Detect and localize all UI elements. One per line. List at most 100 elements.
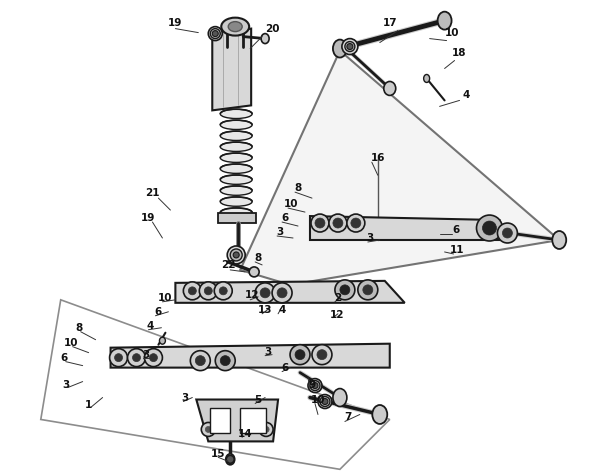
Circle shape xyxy=(204,287,212,295)
Circle shape xyxy=(263,427,269,432)
Text: 10: 10 xyxy=(311,395,325,405)
Circle shape xyxy=(149,354,157,361)
Text: 12: 12 xyxy=(245,290,259,300)
Polygon shape xyxy=(196,399,278,441)
Text: 14: 14 xyxy=(238,429,253,439)
Text: 3: 3 xyxy=(277,227,284,237)
Text: 17: 17 xyxy=(382,18,397,28)
Circle shape xyxy=(190,351,211,370)
Text: 6: 6 xyxy=(282,362,289,372)
Text: 13: 13 xyxy=(258,305,272,315)
Circle shape xyxy=(347,44,353,49)
Circle shape xyxy=(220,356,230,366)
Ellipse shape xyxy=(220,208,252,217)
Ellipse shape xyxy=(220,197,252,206)
Circle shape xyxy=(295,350,305,360)
Ellipse shape xyxy=(220,164,252,173)
Ellipse shape xyxy=(249,267,259,277)
Polygon shape xyxy=(211,408,230,433)
Circle shape xyxy=(290,345,310,365)
Text: 1: 1 xyxy=(85,399,92,409)
Text: 10: 10 xyxy=(444,28,459,38)
Circle shape xyxy=(311,214,329,232)
Ellipse shape xyxy=(424,75,430,83)
Text: 20: 20 xyxy=(265,24,279,34)
Text: 4: 4 xyxy=(278,305,286,315)
Circle shape xyxy=(215,351,235,370)
Circle shape xyxy=(214,282,232,300)
Text: 8: 8 xyxy=(255,253,262,263)
Circle shape xyxy=(110,349,127,367)
Circle shape xyxy=(322,399,328,405)
Polygon shape xyxy=(212,28,251,110)
Text: 2: 2 xyxy=(334,293,341,303)
Ellipse shape xyxy=(222,18,249,36)
Text: 4: 4 xyxy=(147,321,154,331)
Circle shape xyxy=(144,349,162,367)
Circle shape xyxy=(482,221,496,235)
Circle shape xyxy=(133,354,141,361)
Ellipse shape xyxy=(333,39,347,57)
Circle shape xyxy=(333,218,343,228)
Text: 16: 16 xyxy=(370,153,385,163)
Text: 6: 6 xyxy=(282,213,289,223)
Ellipse shape xyxy=(261,34,269,44)
Circle shape xyxy=(342,38,358,55)
Polygon shape xyxy=(240,50,559,285)
Circle shape xyxy=(320,397,330,407)
Text: 15: 15 xyxy=(211,449,225,459)
Text: 6: 6 xyxy=(452,225,459,235)
Circle shape xyxy=(347,214,365,232)
Ellipse shape xyxy=(226,454,235,465)
Text: 3: 3 xyxy=(366,233,373,243)
Ellipse shape xyxy=(384,81,396,95)
Circle shape xyxy=(201,422,215,437)
Circle shape xyxy=(318,395,332,408)
Text: 18: 18 xyxy=(452,48,467,57)
Circle shape xyxy=(477,215,502,241)
Ellipse shape xyxy=(372,405,387,424)
Circle shape xyxy=(127,349,146,367)
Polygon shape xyxy=(111,344,390,368)
Text: 6: 6 xyxy=(60,352,67,362)
Polygon shape xyxy=(310,216,499,240)
Circle shape xyxy=(335,280,355,300)
Ellipse shape xyxy=(438,12,452,29)
Ellipse shape xyxy=(160,337,165,344)
Ellipse shape xyxy=(220,131,252,141)
Ellipse shape xyxy=(552,231,566,249)
Polygon shape xyxy=(176,281,405,303)
Circle shape xyxy=(277,288,287,298)
Circle shape xyxy=(498,223,517,243)
Ellipse shape xyxy=(333,389,347,407)
Text: 10: 10 xyxy=(64,338,78,348)
Circle shape xyxy=(211,28,220,38)
Circle shape xyxy=(260,288,270,298)
Circle shape xyxy=(114,354,122,361)
Circle shape xyxy=(212,30,218,37)
Circle shape xyxy=(329,214,347,232)
Text: 11: 11 xyxy=(450,245,465,255)
Circle shape xyxy=(200,282,217,300)
Text: 3: 3 xyxy=(182,392,189,402)
Text: 3: 3 xyxy=(62,380,69,390)
Circle shape xyxy=(259,422,273,437)
Text: 4: 4 xyxy=(463,90,470,100)
Text: 12: 12 xyxy=(330,310,344,320)
Text: 8: 8 xyxy=(75,323,82,332)
Text: 10: 10 xyxy=(158,293,173,303)
Text: 10: 10 xyxy=(284,199,298,209)
Ellipse shape xyxy=(220,153,252,162)
Circle shape xyxy=(195,356,205,366)
Ellipse shape xyxy=(228,22,242,32)
Circle shape xyxy=(315,218,325,228)
Ellipse shape xyxy=(220,186,252,195)
Text: 21: 21 xyxy=(145,188,160,198)
Circle shape xyxy=(312,382,318,389)
Circle shape xyxy=(345,42,355,52)
Circle shape xyxy=(230,249,242,261)
Text: 22: 22 xyxy=(221,260,236,270)
Text: 3: 3 xyxy=(264,347,272,357)
Polygon shape xyxy=(240,408,266,433)
Circle shape xyxy=(188,287,196,295)
